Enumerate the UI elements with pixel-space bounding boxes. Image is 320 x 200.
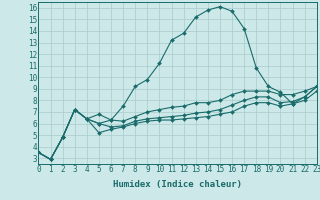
X-axis label: Humidex (Indice chaleur): Humidex (Indice chaleur) — [113, 180, 242, 189]
